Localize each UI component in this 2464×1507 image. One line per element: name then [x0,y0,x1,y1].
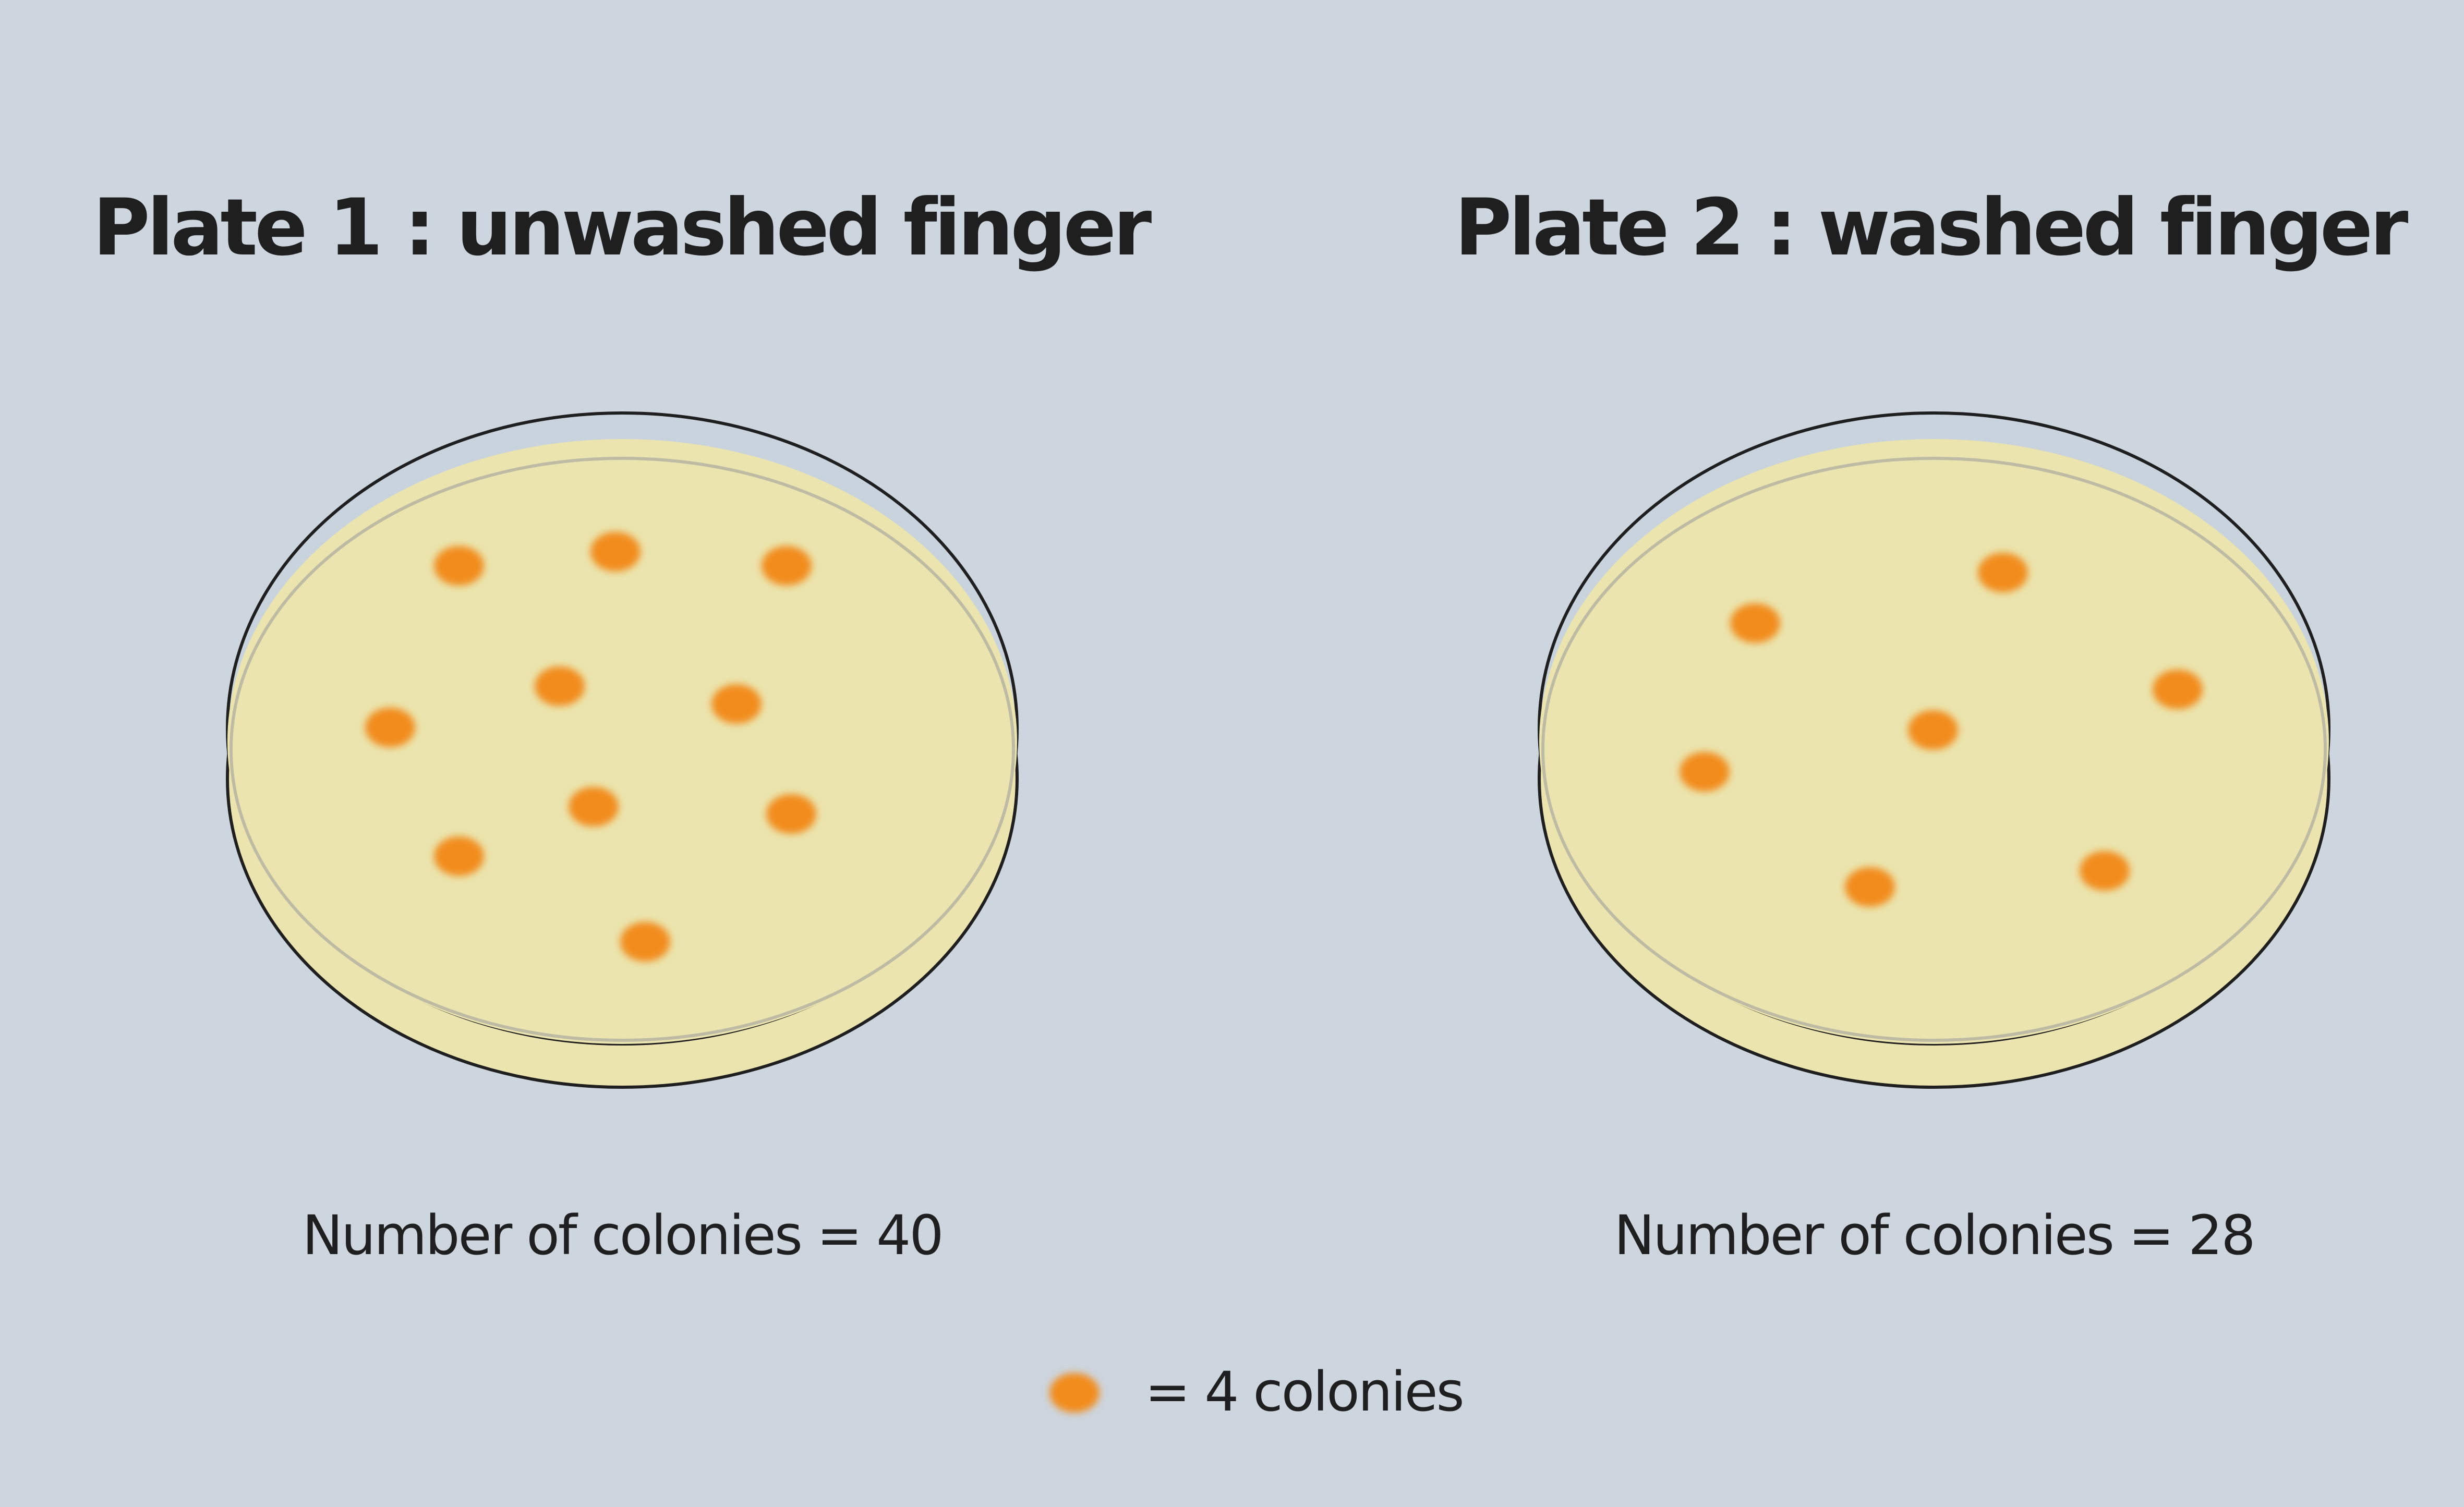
colony-dot [1680,752,1730,792]
petri-dish-1 [226,411,1019,1089]
colony-dot [762,546,812,586]
legend: = 4 colonies [1049,1360,1465,1424]
colony-dot [1908,710,1958,750]
colony-dot [1845,867,1895,907]
colony-dot [365,708,415,747]
colony-dot [535,666,585,706]
colony-dot [620,922,670,962]
plate-2: Plate 2 : washed finger Number of coloni… [1455,183,2412,1267]
plate-2-title: Plate 2 : washed finger [1455,183,2409,273]
colony-dot [569,787,619,827]
plate-1: Plate 1 : unwashed finger [93,183,1155,1267]
petri-dish-2-inner-rim [1541,457,2327,1042]
plate-2-colonies [1680,553,2203,907]
colony-dot [711,684,762,724]
plate-1-title: Plate 1 : unwashed finger [93,183,1152,273]
petri-dish-1-agar [227,439,1017,1044]
petri-dish-1-inner-rim [230,457,1015,1042]
petri-dish-2 [1538,411,2330,1089]
colony-dot [590,532,641,572]
plate-1-colony-count: Number of colonies = 40 [302,1204,942,1267]
colony-dot [434,546,484,586]
plate-1-colonies [365,532,816,962]
colony-dot [434,836,484,876]
colony-dot [2153,670,2203,709]
colony-dot [1730,603,1780,643]
legend-label: = 4 colonies [1145,1360,1463,1424]
colony-dot [766,794,816,834]
plate-2-colony-count: Number of colonies = 28 [1614,1204,2254,1267]
legend-colony-icon [1049,1373,1100,1413]
colony-dot [2080,851,2130,891]
colony-dot [1978,553,2028,592]
